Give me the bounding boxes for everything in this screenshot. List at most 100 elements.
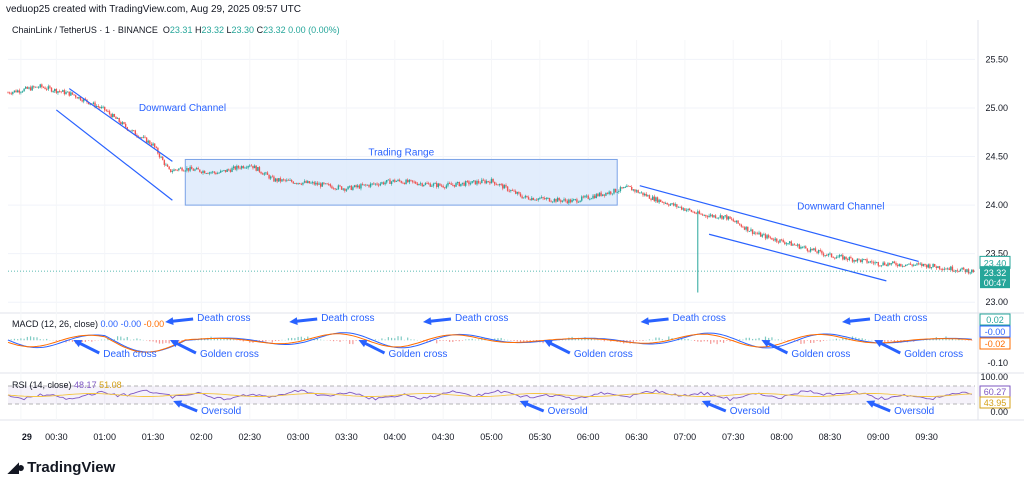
- candle: [774, 239, 775, 241]
- candle: [357, 186, 358, 187]
- candle: [604, 194, 605, 195]
- candle: [763, 234, 764, 235]
- candle: [842, 255, 843, 259]
- candle: [228, 169, 229, 170]
- candle: [235, 166, 236, 169]
- candle: [903, 266, 904, 267]
- candle: [101, 107, 102, 108]
- candle: [173, 169, 174, 171]
- candle: [272, 177, 273, 178]
- candle: [963, 268, 964, 270]
- candle: [960, 269, 961, 271]
- candle: [866, 259, 867, 262]
- candle: [470, 183, 471, 184]
- candle: [607, 193, 608, 194]
- candle: [304, 181, 305, 182]
- candle: [705, 215, 706, 216]
- macd-value: 0.00: [101, 319, 119, 329]
- candle: [102, 107, 103, 108]
- candle: [30, 87, 31, 90]
- candle: [15, 91, 16, 93]
- macd-tag-value: -0.00: [985, 327, 1006, 337]
- macd-hist-bar: [449, 340, 450, 342]
- candle: [162, 157, 163, 160]
- macd-signal-value: -0.00: [121, 319, 142, 329]
- macd-hist-bar: [152, 340, 153, 341]
- symbol-name[interactable]: ChainLink / TetherUS · 1 · BINANCE: [12, 25, 158, 35]
- macd-legend[interactable]: MACD (12, 26, close) 0.00 -0.00 -0.00: [12, 319, 164, 329]
- candle: [700, 214, 701, 215]
- candle: [476, 181, 477, 184]
- candle: [402, 183, 403, 184]
- candle: [191, 167, 192, 169]
- tradingview-logo-icon: ◢●: [8, 459, 23, 476]
- candle: [868, 262, 869, 263]
- candle: [354, 185, 355, 187]
- candle: [185, 171, 186, 172]
- candle: [51, 88, 52, 92]
- candle: [726, 215, 727, 219]
- macd-arrow-head: [289, 317, 297, 325]
- candle: [629, 186, 630, 187]
- candle: [500, 184, 501, 185]
- macd-hist-bar: [85, 340, 86, 342]
- macd-hist-bar: [339, 340, 340, 342]
- candle: [791, 241, 792, 245]
- time-tick-label: 06:00: [577, 432, 600, 442]
- time-tick-label: 03:00: [287, 432, 310, 442]
- candle: [518, 192, 519, 194]
- macd-annotation-label: Golden cross: [200, 349, 259, 360]
- macd-hist-bar: [294, 338, 295, 340]
- price-tick-label: 24.00: [985, 200, 1008, 210]
- candle: [112, 114, 113, 117]
- candle: [222, 171, 223, 172]
- candle: [212, 172, 213, 173]
- candle: [355, 185, 356, 187]
- candle: [649, 195, 650, 199]
- candle: [383, 182, 384, 184]
- candle: [326, 183, 327, 184]
- candle: [11, 93, 12, 94]
- candle: [341, 186, 342, 189]
- candle: [178, 169, 179, 171]
- candle: [965, 269, 966, 272]
- candle: [813, 248, 814, 250]
- candle: [899, 264, 900, 266]
- candle: [584, 196, 585, 197]
- macd-hist-bar: [169, 340, 170, 343]
- macd-arrow-head: [641, 317, 649, 325]
- candle: [504, 185, 505, 188]
- candle: [821, 251, 822, 253]
- macd-hist-bar: [713, 340, 714, 342]
- macd-hist-bar: [259, 340, 260, 341]
- rsi-legend[interactable]: RSI (14, close) 48.17 51.08: [12, 380, 122, 390]
- macd-hist-bar: [504, 340, 505, 341]
- candle: [542, 197, 543, 198]
- candle: [115, 117, 116, 119]
- macd-hist-bar: [446, 340, 447, 341]
- candle: [285, 180, 286, 181]
- candle: [928, 264, 929, 267]
- candle: [884, 263, 885, 266]
- candle: [787, 243, 788, 244]
- candle: [831, 253, 832, 257]
- candle: [65, 92, 66, 94]
- candle: [109, 111, 110, 114]
- candle: [923, 264, 924, 266]
- candle: [286, 180, 287, 181]
- candle: [249, 166, 250, 167]
- candle: [841, 255, 842, 256]
- macd-annotation-label: Death cross: [455, 313, 508, 324]
- macd-hist-bar: [301, 337, 302, 341]
- candle: [423, 185, 424, 186]
- candle: [231, 168, 232, 172]
- candle: [421, 183, 422, 186]
- macd-hist-bar: [278, 340, 279, 341]
- candle: [156, 147, 157, 148]
- macd-hist-bar: [288, 338, 289, 340]
- candle: [457, 182, 458, 183]
- tradingview-logo[interactable]: ◢● TradingView: [8, 459, 115, 476]
- candle: [452, 185, 453, 186]
